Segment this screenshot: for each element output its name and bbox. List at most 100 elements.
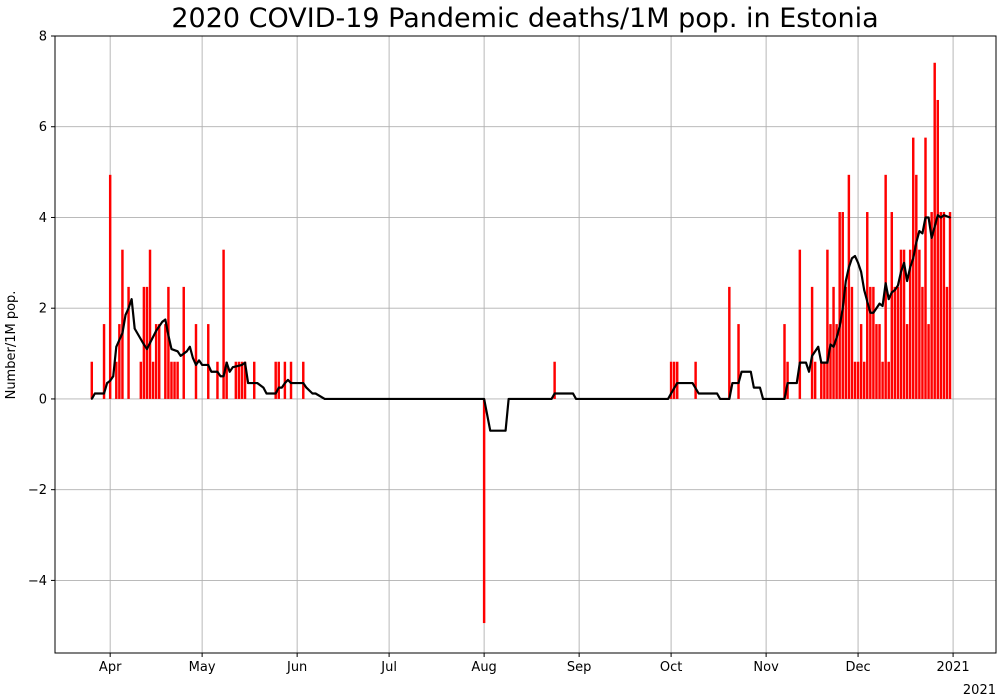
line-point-15	[155, 329, 158, 332]
line-point-31	[219, 375, 222, 378]
bar-2020-12-23	[924, 137, 927, 399]
line-point-23	[188, 345, 191, 348]
line-point-12	[133, 327, 136, 330]
line-point-10	[127, 307, 130, 310]
line-point-11	[130, 298, 133, 301]
line-point-53	[483, 398, 486, 400]
line-point-113	[912, 257, 915, 260]
bar-2020-12-14	[896, 286, 900, 399]
bar-2020-11-22	[829, 324, 832, 399]
bar-2020-11-19	[820, 361, 823, 399]
line-point-102	[878, 302, 881, 305]
line-point-69	[731, 382, 734, 384]
bar-2020-11-30	[853, 361, 857, 399]
line-point-6	[115, 345, 118, 348]
line-point-49	[305, 386, 308, 389]
bar-2020-04-23	[176, 361, 179, 399]
line-point-112	[909, 266, 912, 269]
line-point-27	[201, 364, 204, 366]
line-point-93	[851, 257, 853, 260]
line-point-103	[881, 305, 884, 307]
bar-2020-04-01	[108, 174, 112, 399]
line-point-100	[872, 311, 875, 314]
line-point-97	[863, 289, 866, 291]
bar-2020-12-17	[905, 324, 909, 399]
line-point-51	[314, 392, 317, 395]
line-point-22	[185, 350, 188, 353]
bar-2020-11-08	[786, 361, 789, 399]
line-point-116	[921, 232, 924, 235]
line-point-83	[817, 345, 820, 348]
bar-2020-11-27	[844, 286, 848, 399]
bar-2020-12-18	[908, 249, 912, 399]
line-point-61	[667, 398, 669, 400]
bar-2020-12-31	[948, 212, 952, 399]
line-point-73	[752, 386, 755, 389]
bar-2020-04-20	[167, 286, 170, 399]
line-point-0	[90, 398, 93, 400]
bar-2020-05-15	[243, 361, 247, 399]
bar-2020-12-13	[893, 286, 897, 399]
line-point-66	[716, 392, 718, 395]
line-point-120	[933, 225, 936, 228]
line-point-29	[210, 370, 213, 373]
line-point-110	[903, 261, 905, 264]
bar-2020-05-12	[234, 361, 238, 399]
x-tick-label-6: Oct	[660, 660, 682, 675]
bar-2020-04-17	[157, 324, 161, 399]
line-point-1	[93, 392, 96, 395]
line-point-7	[118, 339, 121, 341]
line-point-77	[786, 382, 789, 384]
bar-2020-04-22	[173, 361, 176, 399]
line-point-82	[811, 354, 813, 357]
line-point-121	[936, 214, 939, 217]
line-point-124	[949, 216, 951, 219]
bar-2020-04-07	[127, 286, 130, 399]
line-point-35	[231, 366, 234, 369]
bar-2020-05-13	[237, 361, 241, 399]
bar-2020-05-25	[274, 361, 277, 399]
line-point-5	[112, 375, 115, 378]
line-point-28	[207, 364, 210, 366]
line-point-106	[890, 291, 893, 294]
line-point-62	[670, 392, 672, 395]
line-point-34	[228, 370, 231, 373]
bar-2020-05-09	[225, 361, 228, 399]
line-point-81	[808, 370, 810, 373]
line-point-115	[918, 230, 921, 232]
bar-2020-05-28	[283, 361, 287, 399]
line-point-91	[844, 280, 847, 282]
bar-2020-11-29	[850, 286, 854, 399]
line-point-67	[719, 398, 722, 400]
line-point-60	[575, 398, 577, 400]
x-tick-label-2: Jun	[286, 660, 307, 675]
bar-2020-12-29	[942, 212, 946, 399]
line-point-26	[198, 359, 200, 362]
line-point-2	[103, 392, 105, 395]
line-point-78	[795, 382, 798, 384]
x-tick-label-1: May	[189, 660, 216, 675]
line-point-89	[838, 325, 841, 328]
bar-2020-04-15	[151, 361, 155, 399]
line-point-17	[164, 318, 167, 321]
bar-2020-10-23	[737, 324, 740, 399]
bar-2020-12-20	[915, 174, 918, 399]
line-point-57	[550, 398, 553, 400]
bar-2020-12-08	[878, 324, 881, 399]
line-point-95	[857, 261, 859, 264]
line-point-65	[697, 392, 700, 395]
bar-2020-10-02	[672, 361, 676, 399]
line-point-74	[759, 386, 761, 389]
bar-2020-12-16	[902, 249, 906, 399]
y-tick-label-6: 8	[39, 30, 47, 45]
line-point-21	[179, 354, 182, 357]
bar-2020-04-29	[194, 324, 198, 399]
line-point-38	[247, 382, 250, 384]
x-tick-label-9: 2021	[937, 660, 970, 675]
line-point-123	[942, 214, 945, 217]
line-point-18	[167, 334, 170, 337]
line-point-54	[489, 429, 492, 432]
bar-2020-12-30	[945, 286, 949, 399]
bar-2020-12-21	[918, 249, 921, 399]
y-tick-label-2: 0	[39, 392, 47, 407]
